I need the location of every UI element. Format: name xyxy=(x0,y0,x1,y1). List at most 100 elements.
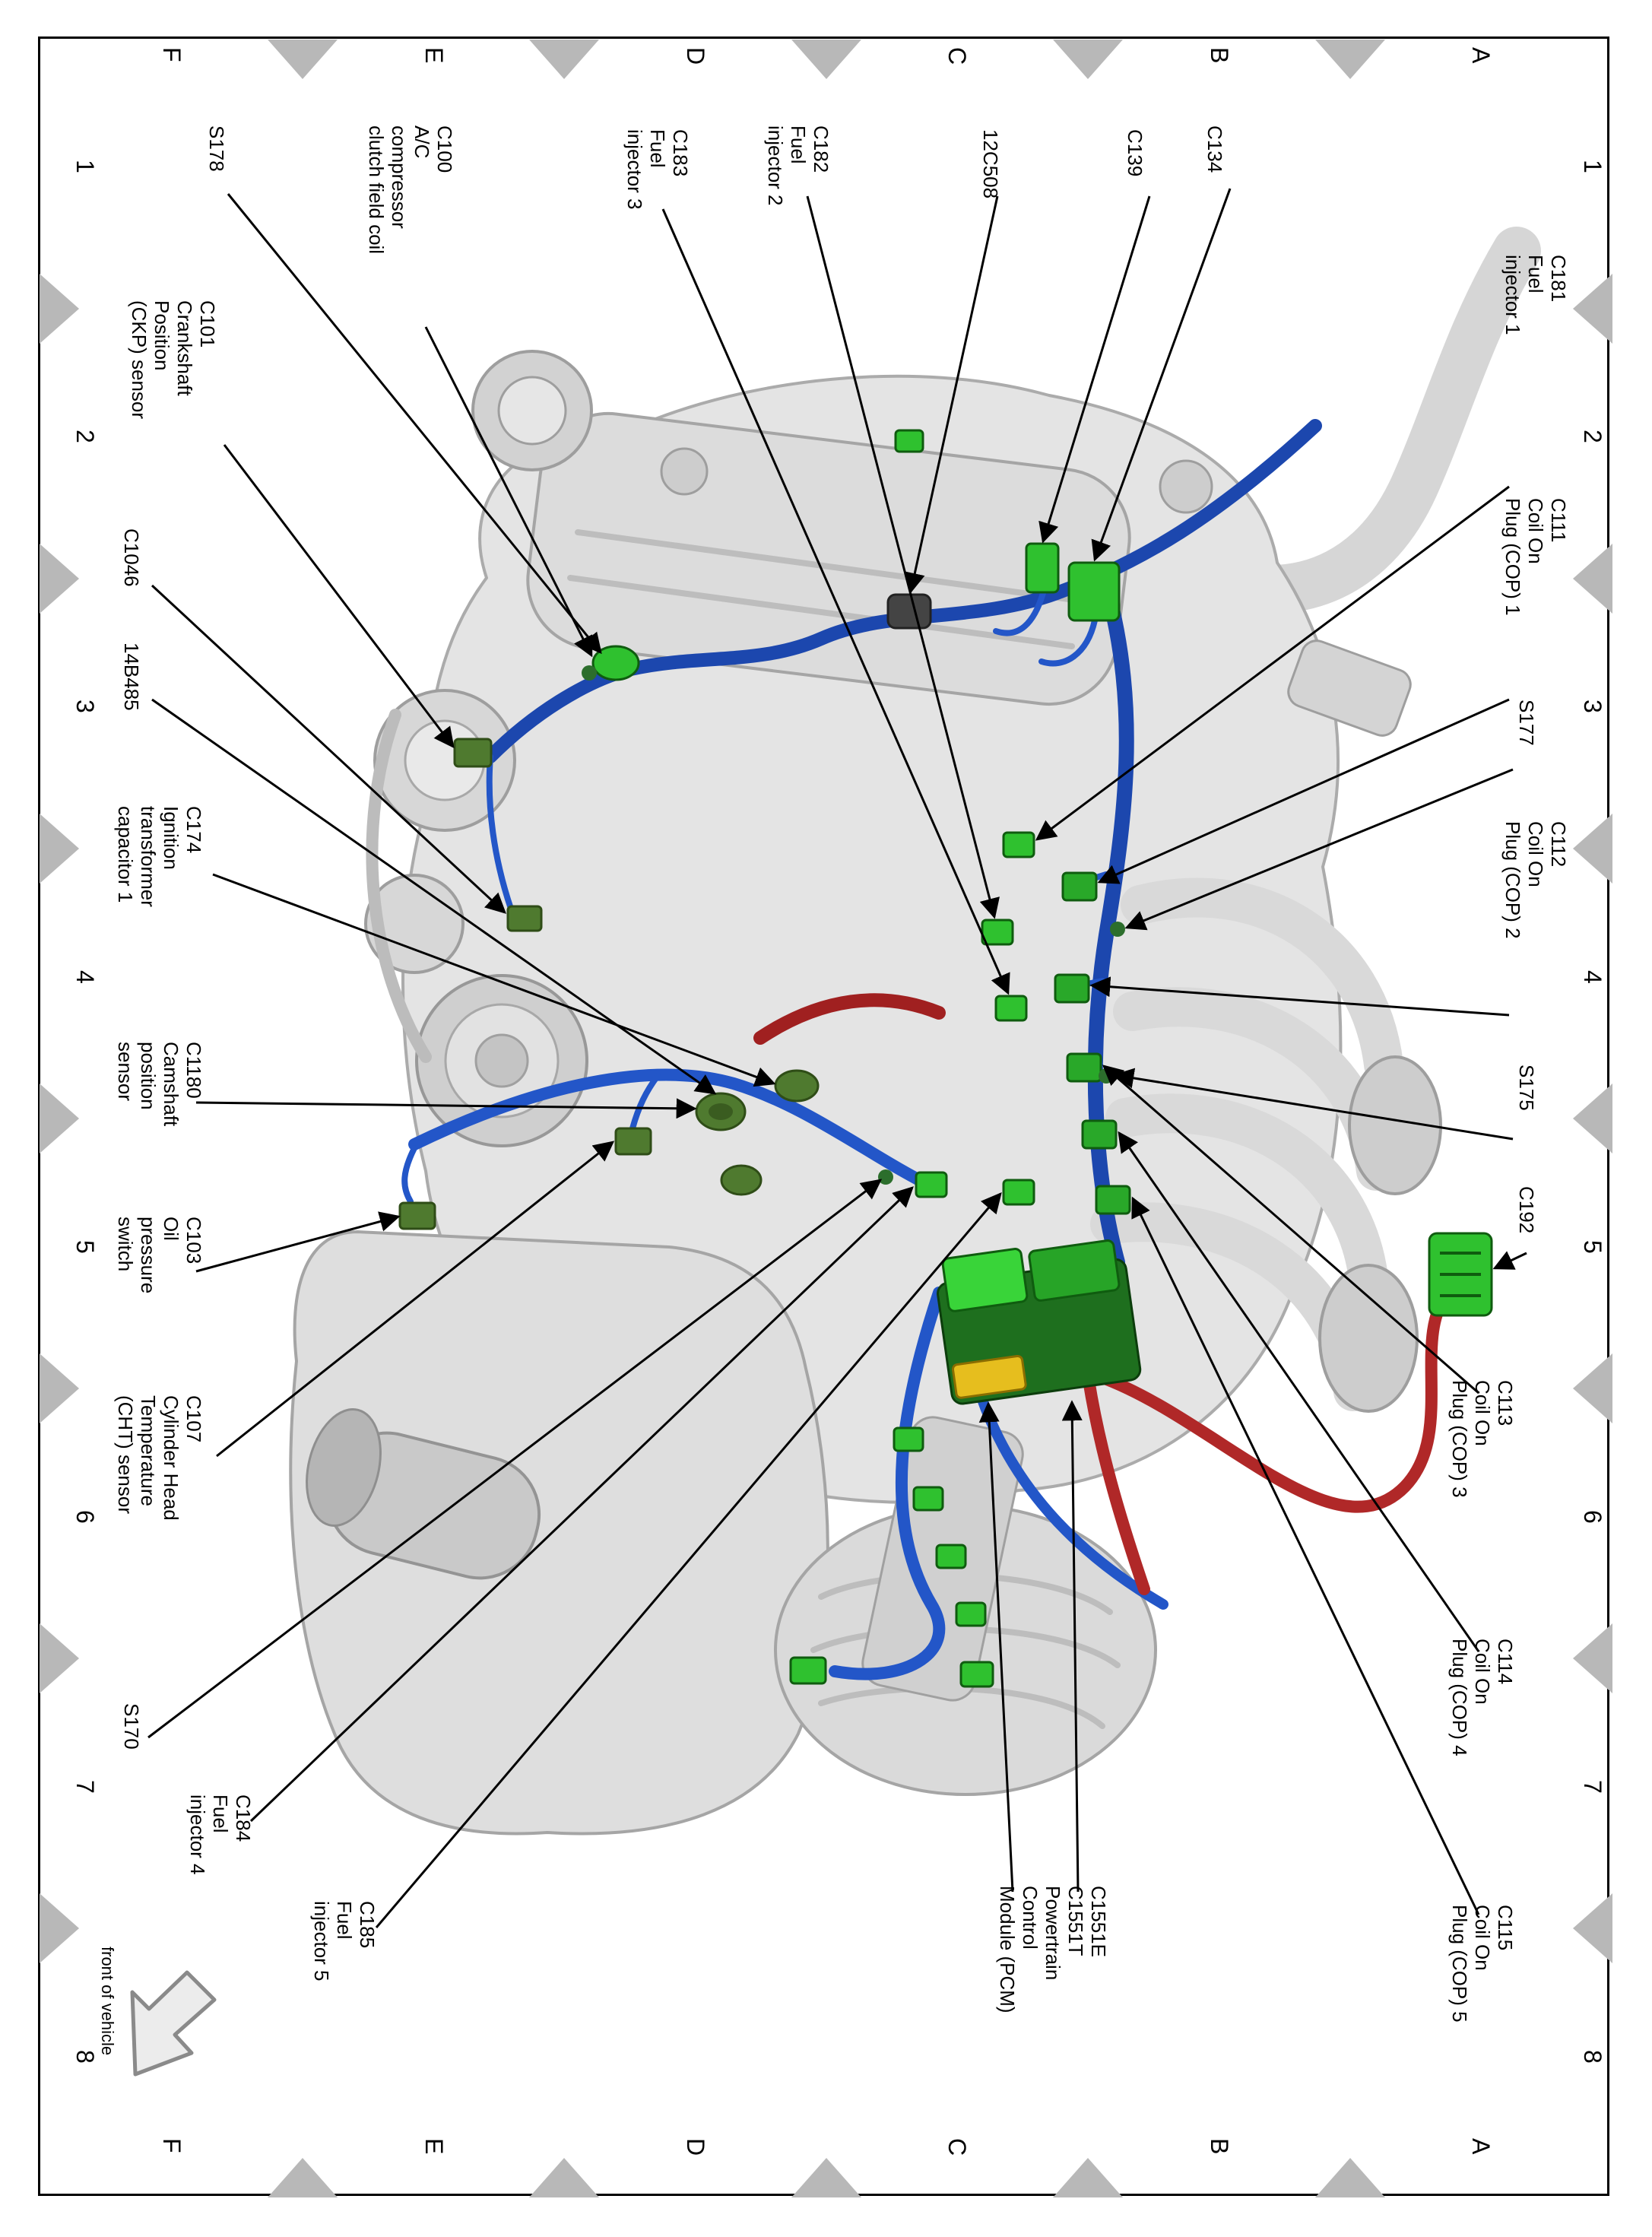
arrow-s175 xyxy=(1113,1068,1514,1141)
grid-number-left-8: 8 xyxy=(71,2050,99,2064)
grid-number-right-8: 8 xyxy=(1579,2050,1606,2064)
callout-s177: S177 xyxy=(1515,700,1538,746)
callout-c185: C185 Fuel injector 5 xyxy=(310,1901,379,1982)
connector-bottom-3 xyxy=(935,1544,967,1569)
connector-c183-injector3 xyxy=(994,995,1028,1022)
grid-number-right-1: 1 xyxy=(1579,160,1606,173)
callout-c107: C107 Cylinder Head Temperature (CHT) sen… xyxy=(114,1395,205,1521)
arrow-s177 xyxy=(1124,768,1514,931)
grid-letter-top-c: C xyxy=(943,47,971,65)
arrow-c115 xyxy=(1131,1196,1480,1915)
connector-bottom-4 xyxy=(955,1601,987,1627)
harness-tape-12c508 xyxy=(886,593,932,630)
connector-c111-cop1 xyxy=(1061,871,1098,902)
splice-s170 xyxy=(878,1169,893,1185)
arrow-c182 xyxy=(806,195,1000,919)
callout-c103: C103 Oil pressure switch xyxy=(114,1217,205,1294)
transmission-housing xyxy=(289,1230,829,1836)
grid-number-right-3: 3 xyxy=(1579,700,1606,713)
arrow-14b485 xyxy=(151,698,717,1095)
connector-c139 xyxy=(1025,542,1060,594)
arrow-c103 xyxy=(195,1211,401,1273)
callout-14b485: 14B485 xyxy=(120,643,143,711)
grid-letter-bottom-a: A xyxy=(1467,2138,1495,2155)
arrow-pcm-c1551t xyxy=(1061,1400,1083,1893)
connector-bottom-2 xyxy=(912,1486,944,1512)
arrow-s178 xyxy=(227,193,602,655)
arrow-c134 xyxy=(1091,188,1232,562)
arrow-c184 xyxy=(249,1186,914,1823)
grid-letter-top-d: D xyxy=(682,47,709,65)
connector-purge xyxy=(894,429,924,453)
callout-c114: C114 Coil On Plug (COP) 4 xyxy=(1448,1639,1517,1756)
grid-tick-triangles xyxy=(40,40,1612,2197)
grid-letter-bottom-c: C xyxy=(943,2138,971,2156)
callout-c1046: C1046 xyxy=(120,528,143,587)
connector-c1551e xyxy=(941,1248,1029,1312)
harness-red-c192 xyxy=(1092,1287,1454,1513)
callout-12c508: 12C508 xyxy=(979,129,1002,199)
grid-number-left-3: 3 xyxy=(71,700,99,713)
callout-arrows xyxy=(147,188,1527,1928)
arrow-c139 xyxy=(1038,195,1151,544)
intake-runner xyxy=(1105,1093,1388,1297)
grid-letter-bottom-b: B xyxy=(1206,2138,1233,2155)
harness-blue-right xyxy=(1087,578,1134,1270)
connector-c181-injector1 xyxy=(1002,831,1035,858)
grid-number-left-6: 6 xyxy=(71,1510,99,1524)
pcm-yellow-connector xyxy=(951,1354,1027,1399)
callout-c100: C100 A/C compressor clutch field coil xyxy=(365,125,456,255)
splice-s175 xyxy=(1099,1068,1114,1084)
arrow-c1180 xyxy=(195,1098,697,1119)
connector-c1551t xyxy=(1028,1239,1121,1302)
pcm-module xyxy=(937,1239,1142,1405)
connector-c115-cop5 xyxy=(1095,1185,1131,1215)
arrow-c183 xyxy=(661,208,1010,995)
arrow-c100 xyxy=(424,326,593,658)
connector-c182-injector2 xyxy=(981,919,1014,946)
connector-c107 xyxy=(614,1127,652,1156)
front-of-vehicle-label: front of vehicle xyxy=(98,1947,117,2056)
grid-letter-top-a: A xyxy=(1467,47,1495,64)
connector-c103 xyxy=(398,1201,436,1230)
grid-letter-bottom-f: F xyxy=(158,2138,185,2153)
engine-body xyxy=(289,227,1541,1836)
arrow-s170 xyxy=(147,1179,883,1739)
arrow-c112 xyxy=(1089,976,1510,1017)
grid-letter-bottom-e: E xyxy=(420,2138,448,2155)
grid-number-right-6: 6 xyxy=(1579,1510,1606,1524)
callout-c115: C115 Coil On Plug (COP) 5 xyxy=(1448,1905,1517,2023)
callout-c184: C184 Fuel injector 4 xyxy=(186,1794,255,1875)
connector-c100 xyxy=(591,645,640,681)
arrow-c181 xyxy=(1035,485,1510,841)
connector-c1046 xyxy=(506,905,543,932)
grid-number-left-5: 5 xyxy=(71,1240,99,1254)
callout-pcm: C1551E C1551T Powertrain Control Module … xyxy=(996,1886,1110,2013)
grid-letter-top-e: E xyxy=(420,47,448,64)
arrow-c174 xyxy=(212,873,776,1087)
arrow-c113 xyxy=(1102,1065,1479,1395)
arrow-c192 xyxy=(1492,1251,1527,1270)
callout-s170: S170 xyxy=(120,1703,143,1750)
grid-number-right-7: 7 xyxy=(1579,1780,1606,1794)
wiring-harness xyxy=(401,419,1454,1680)
connector-c184-injector4 xyxy=(915,1171,948,1198)
callout-c134: C134 xyxy=(1203,125,1226,173)
connector-c174 xyxy=(774,1069,820,1103)
callout-c182: C182 Fuel injector 2 xyxy=(764,125,832,206)
grid-number-left-2: 2 xyxy=(71,430,99,443)
connector-c113-cop3 xyxy=(1066,1052,1102,1083)
callout-c113: C113 Coil On Plug (COP) 3 xyxy=(1448,1380,1517,1498)
drive-belt xyxy=(366,709,432,1063)
callout-c139: C139 xyxy=(1124,129,1146,177)
grid-number-left-1: 1 xyxy=(71,160,99,173)
callout-c192: C192 xyxy=(1515,1186,1538,1234)
callout-c112: C112 Coil On Plug (COP) 2 xyxy=(1501,821,1570,939)
arrow-c101 xyxy=(223,444,455,749)
intake-runner xyxy=(1121,877,1403,1084)
connector-bottom-left xyxy=(789,1656,827,1685)
callout-c183: C183 Fuel injector 3 xyxy=(623,129,692,210)
arrow-c185 xyxy=(375,1191,1002,1928)
